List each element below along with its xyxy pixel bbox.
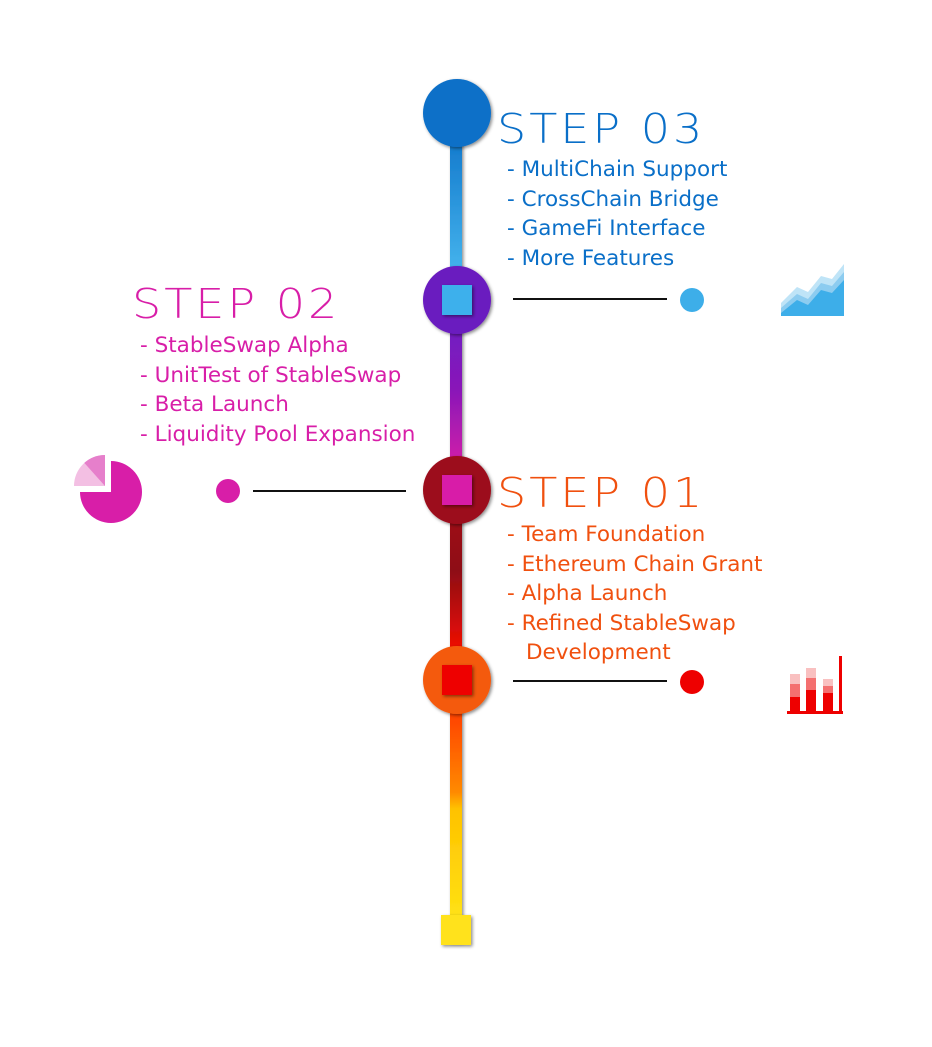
step2-node [423,456,491,524]
step3-node [423,266,491,334]
list-item: - StableSwap Alpha [140,333,349,358]
step2-title: STEP 02 [132,279,341,328]
list-item: - Liquidity Pool Expansion [140,421,416,447]
list-item: - Team Foundation [507,522,706,547]
step1-node [423,646,491,714]
list-item-continuation: Development [526,640,671,666]
step2-list: - StableSwap Alpha - UnitTest of StableS… [140,331,415,449]
area-chart-icon [781,264,844,316]
timeline-top-node [423,79,491,147]
list-item: - Ethereum Chain Grant [507,551,763,577]
step1-connector [513,670,704,694]
list-item: - Refined StableSwap [507,610,736,636]
list-item: - Alpha Launch [507,581,668,607]
timeline-end-node [441,915,471,945]
step3-connector [513,288,704,312]
timeline-line [450,130,462,942]
list-item: - GameFi Interface [507,216,706,242]
list-item: - UnitTest of StableSwap [140,362,402,388]
step3-list: - MultiChain Support - CrossChain Bridge… [507,155,727,273]
list-item: - More Features [507,245,675,271]
list-item: - CrossChain Bridge [507,186,719,212]
step1-list: - Team Foundation - Ethereum Chain Grant… [507,520,762,668]
list-item: - MultiChain Support [507,157,728,182]
step2-connector [216,479,406,503]
pie-chart-icon [74,455,142,523]
list-item: - Beta Launch [140,392,289,418]
step1-title: STEP 01 [497,468,706,517]
step3-title: STEP 03 [497,104,706,153]
bar-chart-icon [787,656,843,714]
